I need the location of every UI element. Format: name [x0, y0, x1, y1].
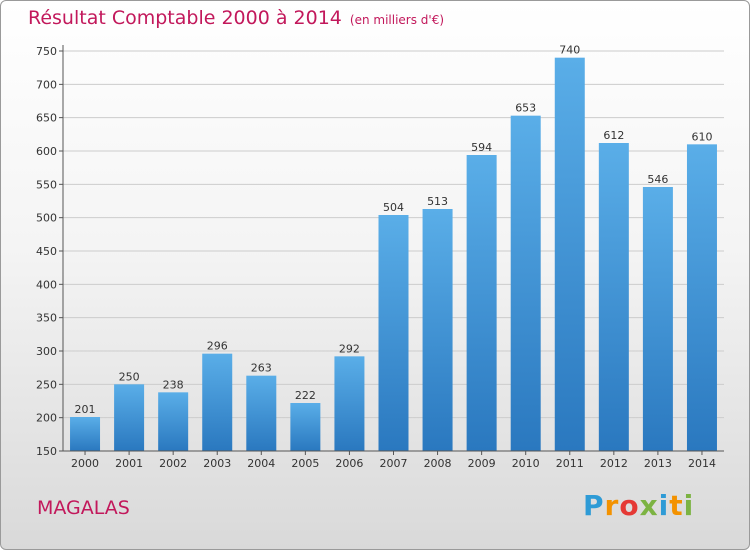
y-tick-label: 600 [36, 145, 57, 158]
proxiti-logo[interactable]: Proxiti [583, 489, 694, 522]
labels: 150 200 250 300 350 400 450 500 550 600 650 700 750 2… [36, 44, 716, 470]
data-label: 250 [119, 370, 140, 383]
town-name: MAGALAS [37, 497, 130, 519]
data-label: 201 [75, 403, 96, 416]
logo-letter: t [669, 489, 684, 522]
data-label: 292 [339, 342, 360, 355]
bar [246, 375, 277, 451]
bar [290, 403, 321, 451]
bars [70, 57, 717, 452]
bar [422, 209, 453, 451]
data-label: 653 [515, 102, 536, 115]
bar [554, 57, 585, 452]
data-label: 610 [691, 130, 712, 143]
logo-letter: i [658, 489, 670, 522]
y-tick-label: 750 [36, 45, 57, 58]
bar [642, 187, 673, 451]
data-label: 263 [251, 362, 272, 375]
bar [466, 155, 497, 451]
y-tick-label: 650 [36, 112, 57, 125]
x-tick-label: 2011 [556, 457, 584, 470]
x-tick-label: 2004 [247, 457, 275, 470]
y-tick-label: 200 [36, 412, 57, 425]
y-tick-label: 250 [36, 378, 57, 391]
bar [598, 143, 629, 451]
bar [70, 417, 101, 451]
x-tick-label: 2014 [688, 457, 716, 470]
bar [510, 115, 541, 452]
x-tick-label: 2009 [468, 457, 496, 470]
logo-letter: P [583, 489, 605, 522]
x-tick-label: 2007 [380, 457, 408, 470]
bar [202, 353, 233, 451]
x-tick-label: 2013 [644, 457, 672, 470]
data-label: 546 [647, 173, 668, 186]
y-tick-label: 500 [36, 212, 57, 225]
logo-letter: r [604, 489, 620, 522]
bar [334, 356, 365, 451]
y-tick-label: 300 [36, 345, 57, 358]
y-tick-label: 400 [36, 278, 57, 291]
y-tick-label: 450 [36, 245, 57, 258]
x-tick-label: 2001 [115, 457, 143, 470]
logo-letter: i [683, 489, 695, 522]
data-label: 296 [207, 340, 228, 353]
bar [686, 144, 717, 452]
data-label: 222 [295, 389, 316, 402]
x-tick-label: 2000 [71, 457, 99, 470]
y-tick-label: 350 [36, 312, 57, 325]
data-label: 504 [383, 201, 404, 214]
y-tick-label: 150 [36, 445, 57, 458]
bar [378, 215, 409, 451]
data-label: 238 [163, 378, 184, 391]
bar [114, 384, 145, 451]
x-tick-label: 2012 [600, 457, 628, 470]
bar [158, 392, 189, 451]
data-label: 513 [427, 195, 448, 208]
x-tick-label: 2003 [203, 457, 231, 470]
chart-subtitle: (en milliers d'€) [349, 13, 445, 27]
axes [59, 45, 724, 455]
y-tick-label: 550 [36, 178, 57, 191]
x-tick-label: 2010 [512, 457, 540, 470]
data-label: 594 [471, 141, 492, 154]
x-tick-label: 2008 [424, 457, 452, 470]
x-tick-label: 2002 [159, 457, 187, 470]
data-label: 612 [603, 129, 624, 142]
x-tick-label: 2006 [335, 457, 363, 470]
logo-letter: x [639, 489, 659, 522]
logo-letter: o [619, 489, 640, 522]
chart-title: Résultat Comptable 2000 à 2014 (en millie… [28, 7, 445, 29]
y-tick-label: 700 [36, 78, 57, 91]
x-tick-label: 2005 [291, 457, 319, 470]
data-label: 740 [559, 44, 580, 57]
